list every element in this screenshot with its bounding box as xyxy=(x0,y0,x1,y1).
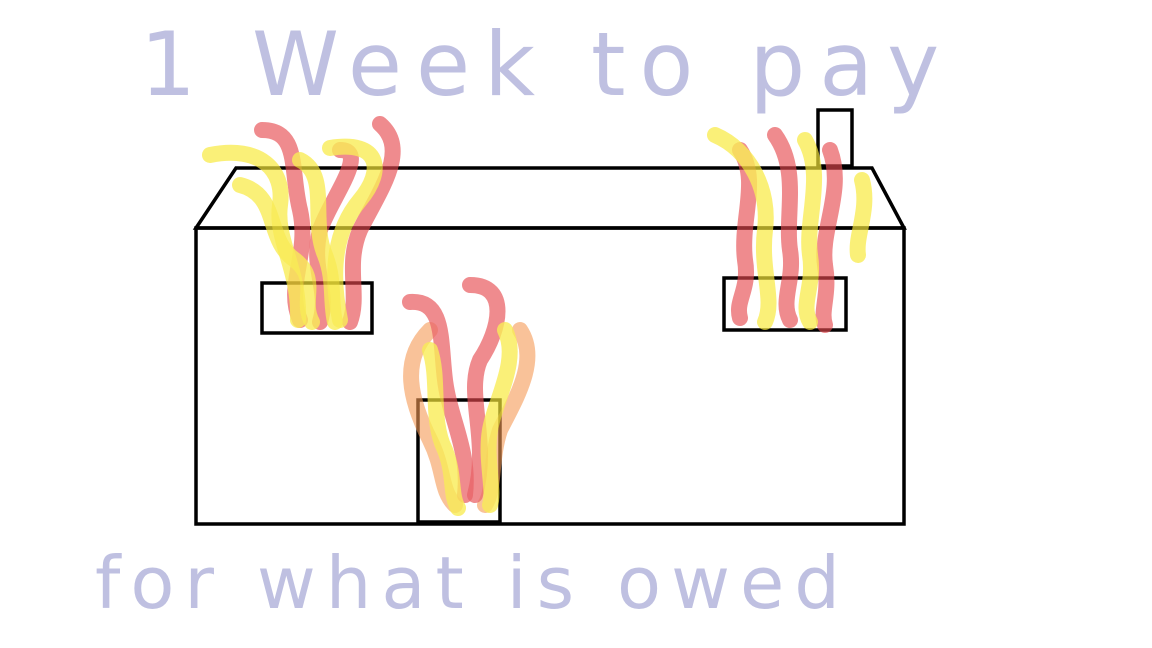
flame-stroke xyxy=(292,152,343,330)
flame-stroke xyxy=(202,144,307,328)
flame-stroke xyxy=(480,322,518,513)
flame-stroke xyxy=(342,116,401,330)
flame-stroke xyxy=(462,277,506,503)
flame-stroke xyxy=(767,127,799,328)
flame-stroke xyxy=(422,342,466,516)
flames-door xyxy=(402,277,536,516)
flames-left-window xyxy=(202,116,401,330)
flame-stroke xyxy=(232,177,320,330)
flame-stroke xyxy=(402,294,474,503)
flame-stroke xyxy=(797,132,823,330)
flames-right-window xyxy=(707,127,873,333)
caption-bottom: for what is owed xyxy=(95,541,850,625)
caption-top: 1 Week to pay xyxy=(140,13,953,116)
flame-stroke xyxy=(707,127,777,330)
house-roof xyxy=(192,166,907,230)
flame-stroke xyxy=(849,172,873,263)
flame-stroke xyxy=(815,142,843,333)
